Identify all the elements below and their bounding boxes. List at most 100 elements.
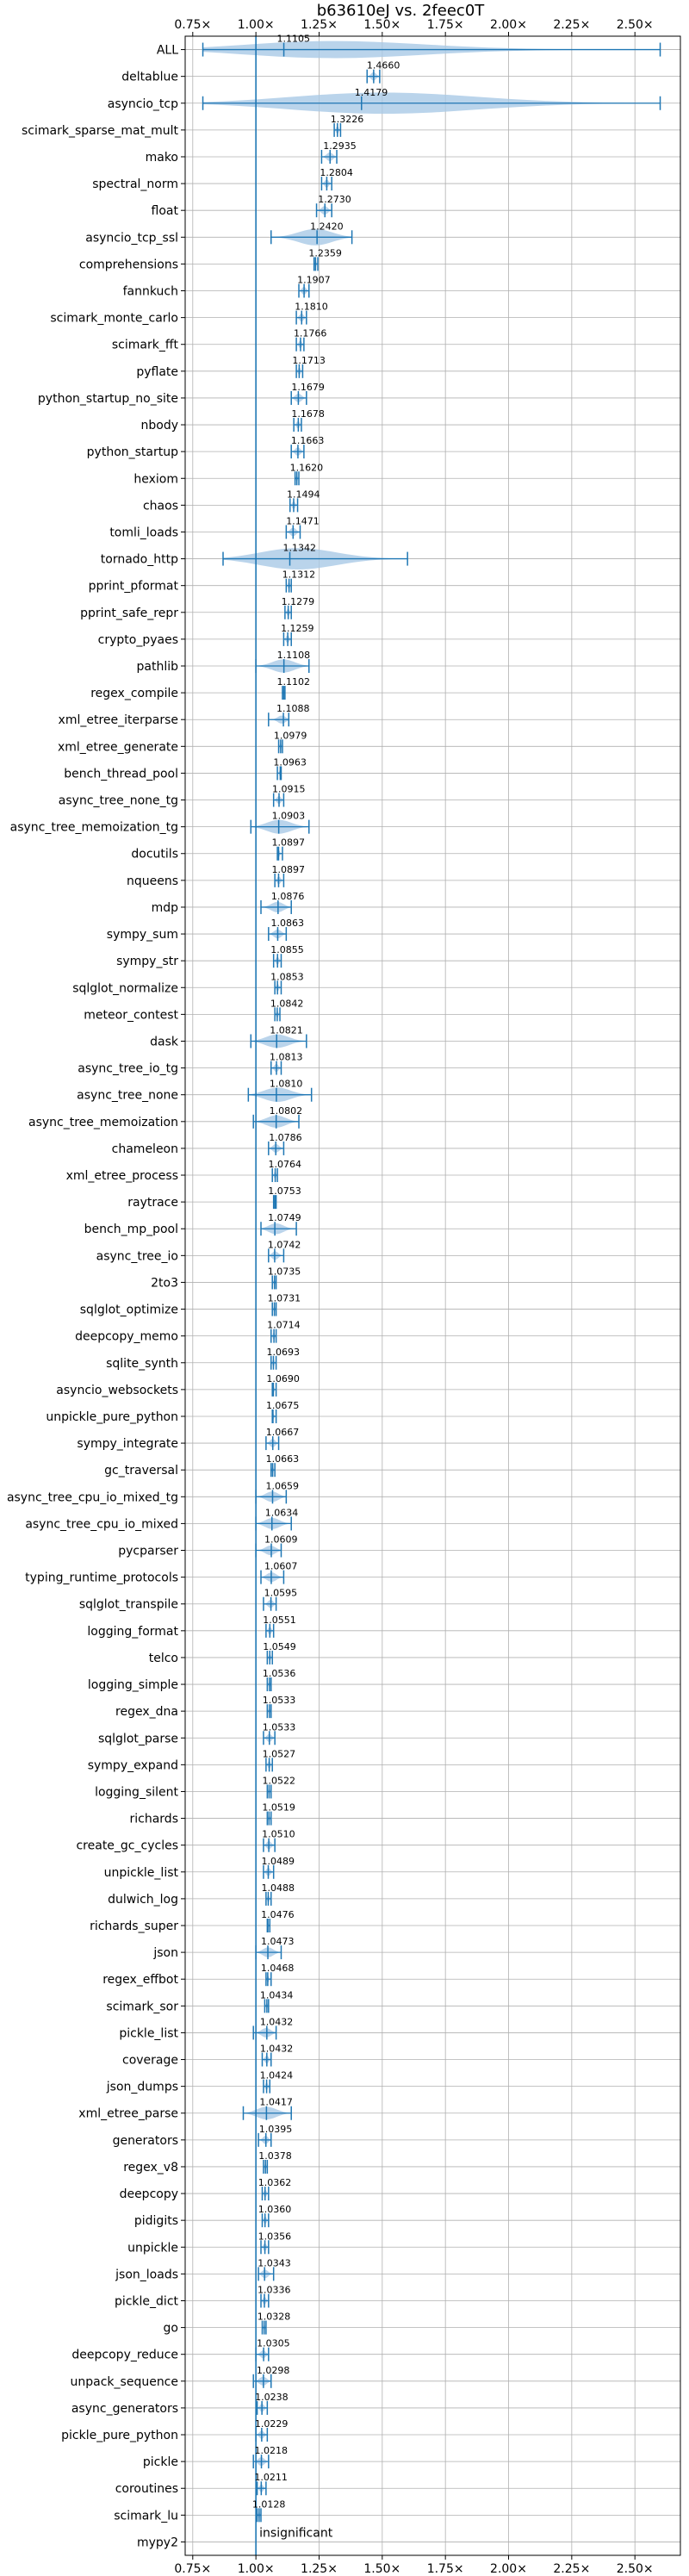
category-label: unpack_sequence xyxy=(71,2375,178,2389)
category-label: mdp xyxy=(152,901,179,915)
category-label: json xyxy=(152,1946,178,1960)
value-label: 1.1088 xyxy=(276,703,310,714)
category-label: async_tree_none xyxy=(77,1089,178,1103)
value-label: 1.1713 xyxy=(292,355,326,366)
value-label: 1.0362 xyxy=(258,2177,292,2188)
x-ticks: 0.75× 0.75× 1.00× 1.00× 1.25× 1.25× 1.50× 1.50×… xyxy=(174,18,653,2576)
category-label: async_tree_io_tg xyxy=(78,1062,178,1076)
value-label: 1.0510 xyxy=(262,1829,295,1840)
category-label: scimark_lu xyxy=(114,2509,178,2523)
category-label: coverage xyxy=(122,2054,178,2068)
category-label: unpickle_pure_python xyxy=(46,1410,178,1424)
category-labels: ALL 1.1105 deltablue 1.4660 asyncio_tcp 1.417… xyxy=(7,34,400,2550)
category-label: json_loads xyxy=(115,2268,178,2281)
x-tick-label-bottom: 1.00× xyxy=(238,2562,275,2576)
value-label: 1.0607 xyxy=(264,1561,298,1572)
category-label: create_gc_cycles xyxy=(76,1839,178,1853)
category-label: crypto_pyaes xyxy=(98,633,178,647)
category-label: telco xyxy=(149,1652,178,1665)
category-label: unpickle xyxy=(127,2241,178,2255)
value-label: 1.3226 xyxy=(331,114,364,125)
category-label: raytrace xyxy=(127,1196,178,1210)
value-label: 1.1766 xyxy=(294,328,327,339)
x-tick-label-bottom: 2.25× xyxy=(553,2562,590,2576)
category-label: gc_traversal xyxy=(104,1464,178,1478)
category-label: regex_dna xyxy=(115,1705,178,1719)
value-label: 1.0863 xyxy=(270,918,304,929)
value-label: 1.0356 xyxy=(258,2231,292,2242)
category-label: pyflate xyxy=(136,365,178,379)
value-label: 1.0897 xyxy=(271,837,305,849)
category-label: pickle_dict xyxy=(115,2294,179,2308)
value-label: 1.0360 xyxy=(258,2204,292,2215)
value-label: 1.0305 xyxy=(257,2338,290,2349)
value-label: 1.0735 xyxy=(268,1266,301,1277)
value-label: 1.0549 xyxy=(263,1641,296,1652)
value-label: 1.1105 xyxy=(277,34,311,45)
value-label: 1.0659 xyxy=(265,1480,299,1491)
x-tick-label-top: 1.25× xyxy=(301,18,338,32)
value-label: 1.0551 xyxy=(263,1615,296,1626)
value-label: 1.0634 xyxy=(265,1507,299,1518)
category-label: deepcopy_memo xyxy=(75,1330,178,1344)
value-label: 1.1342 xyxy=(283,543,317,554)
category-label: regex_effbot xyxy=(102,1973,178,1987)
x-tick-label-top: 2.00× xyxy=(490,18,527,32)
value-label: 1.0432 xyxy=(260,2016,294,2027)
value-label: 1.0527 xyxy=(263,1748,296,1759)
category-label: ALL xyxy=(157,44,178,58)
value-label: 1.0731 xyxy=(268,1293,301,1304)
category-label: float xyxy=(152,204,179,218)
category-label: nqueens xyxy=(127,874,178,888)
category-label: async_generators xyxy=(71,2402,178,2416)
value-label: 1.0675 xyxy=(266,1400,300,1411)
category-label: python_startup xyxy=(87,445,178,459)
category-label: scimark_sor xyxy=(106,2000,178,2013)
category-label: deepcopy xyxy=(120,2187,178,2201)
value-label: 1.2730 xyxy=(318,194,351,205)
value-label: 1.0813 xyxy=(270,1052,303,1063)
x-tick-label-top: 1.00× xyxy=(238,18,275,32)
value-label: 1.0979 xyxy=(274,730,307,741)
x-tick-label-bottom: 1.50× xyxy=(363,2562,400,2576)
x-tick-label-top: 1.75× xyxy=(427,18,464,32)
value-label: 1.0229 xyxy=(255,2418,289,2430)
category-label: mako xyxy=(146,151,178,165)
value-label: 1.0786 xyxy=(269,1132,302,1143)
value-label: 1.0211 xyxy=(254,2472,288,2483)
category-label: xml_etree_parse xyxy=(78,2107,178,2121)
category-label: 2to3 xyxy=(151,1276,178,1290)
category-label: dask xyxy=(150,1035,179,1048)
category-label: async_tree_cpu_io_mixed_tg xyxy=(7,1490,178,1504)
value-label: 1.0519 xyxy=(262,1802,295,1814)
category-label: dulwich_log xyxy=(108,1893,178,1907)
category-label: tomli_loads xyxy=(109,526,178,539)
category-label: docutils xyxy=(131,848,178,862)
value-label: 1.0328 xyxy=(258,2312,291,2323)
category-label: asyncio_tcp xyxy=(108,97,178,111)
category-label: sqlite_synth xyxy=(106,1357,178,1371)
category-label: sympy_sum xyxy=(107,928,178,942)
category-label: async_tree_memoization xyxy=(28,1116,178,1129)
category-label: sqlglot_parse xyxy=(98,1732,178,1745)
category-label: nbody xyxy=(141,419,179,432)
value-label: 1.0663 xyxy=(266,1453,300,1465)
value-label: 1.0489 xyxy=(261,1856,295,1867)
value-label: 1.0667 xyxy=(266,1427,300,1438)
category-label: pprint_pformat xyxy=(89,580,179,594)
category-label: go xyxy=(164,2322,178,2336)
plot-frame xyxy=(184,35,681,2556)
value-label: 1.0468 xyxy=(261,1963,295,1974)
value-label: 1.0714 xyxy=(267,1320,301,1331)
value-label: 1.0753 xyxy=(268,1185,301,1197)
value-label: 1.1678 xyxy=(291,408,325,420)
value-label: 1.0536 xyxy=(263,1668,296,1679)
category-label: asyncio_websockets xyxy=(56,1384,178,1397)
category-label: chameleon xyxy=(112,1142,178,1156)
category-label: sqlglot_optimize xyxy=(80,1304,178,1317)
value-label: 1.4660 xyxy=(367,60,400,72)
category-label: xml_etree_process xyxy=(66,1169,178,1183)
category-label: hexiom xyxy=(133,472,178,486)
x-tick-label-top: 2.25× xyxy=(553,18,590,32)
category-label: scimark_fft xyxy=(112,339,179,352)
